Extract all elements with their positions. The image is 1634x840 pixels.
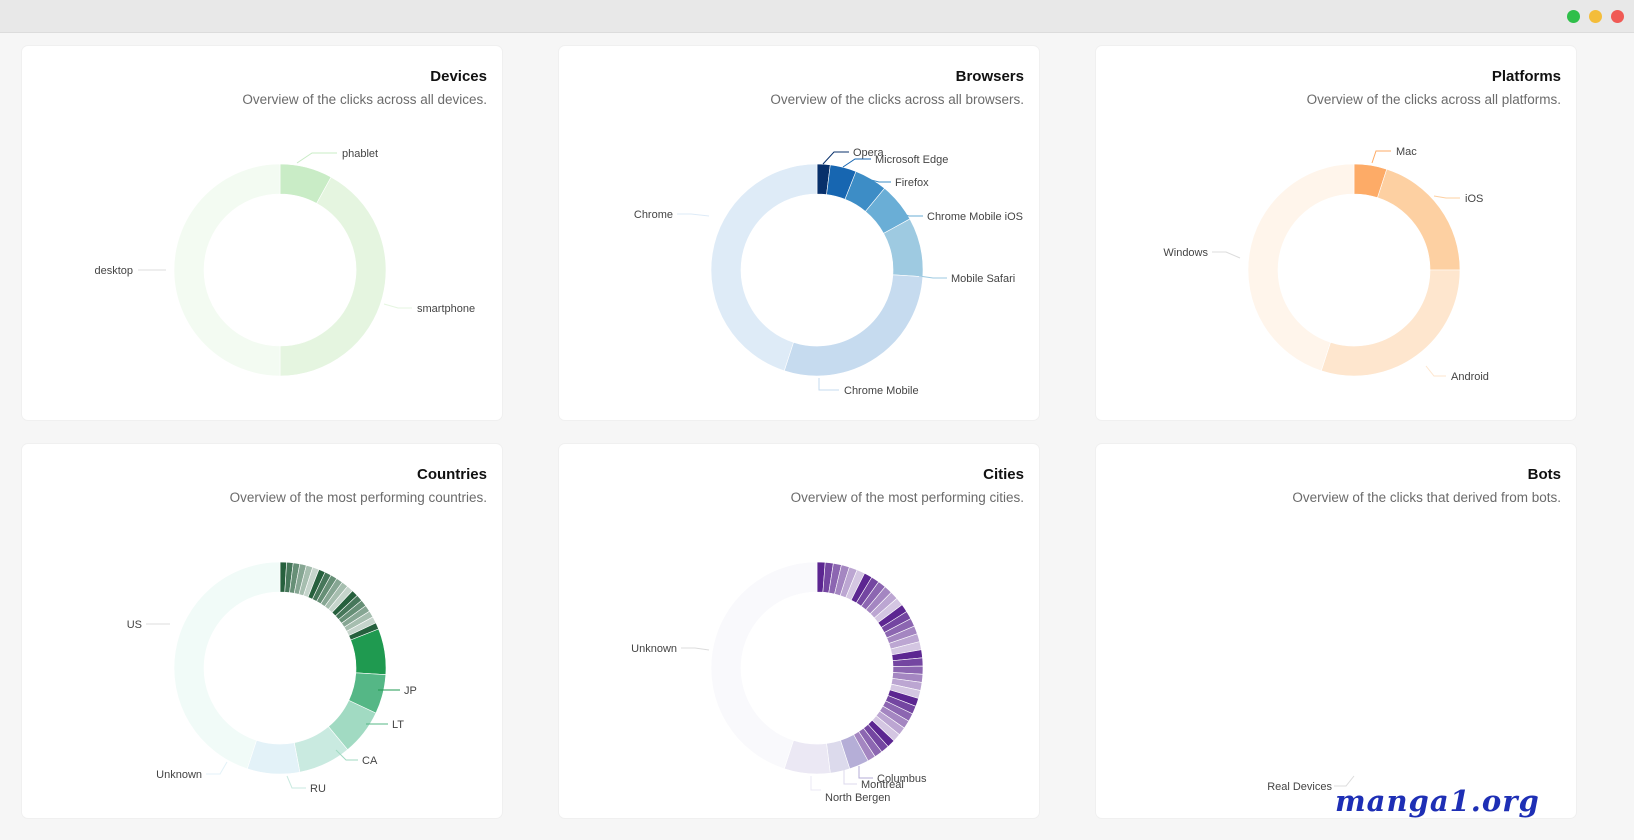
leader-line [1433, 195, 1460, 199]
slice-label: Firefox [895, 177, 929, 189]
leader-line [842, 158, 871, 168]
leader-line [858, 766, 873, 779]
watermark-text: manga1.org [1335, 784, 1540, 818]
leader-line [843, 770, 857, 785]
slice-desktop [173, 163, 281, 377]
bots-card: Bots Overview of the clicks that derived… [1096, 444, 1576, 818]
devices-donut-chart: phablet smartphone desktop [94, 148, 475, 377]
platforms-card: Platforms Overview of the clicks across … [1096, 46, 1576, 420]
leader-line [866, 178, 891, 183]
slice-label: Opera [853, 147, 884, 159]
card-title: Bots [1527, 466, 1561, 483]
slice-label: US [127, 619, 142, 631]
card-title: Browsers [955, 68, 1024, 85]
slice-windows [1247, 163, 1355, 372]
slice-label: Chrome Mobile [844, 385, 919, 397]
leader-line [677, 213, 710, 217]
devices-card: Devices Overview of the clicks across al… [22, 46, 502, 420]
leader-line [1371, 150, 1391, 164]
slice-label: Android [1451, 371, 1489, 383]
slice-label: Windows [1163, 247, 1208, 259]
slice-label: Real Devices [1267, 781, 1332, 793]
card-title: Devices [430, 68, 487, 85]
slice-smartphone [279, 176, 387, 377]
minimize-button[interactable] [1589, 10, 1602, 23]
slice-label: phablet [342, 148, 378, 160]
slice-label: LT [392, 719, 404, 731]
leader-line [818, 378, 839, 391]
close-button[interactable] [1611, 10, 1624, 23]
window-titlebar [0, 0, 1634, 33]
card-subtitle: Overview of the clicks across all platfo… [1306, 92, 1561, 107]
leader-line [335, 749, 358, 761]
leader-line [296, 152, 337, 164]
card-subtitle: Overview of the most performing cities. [790, 490, 1024, 505]
cities-card: Cities Overview of the most performing c… [559, 444, 1039, 818]
slice-label: Mobile Safari [951, 273, 1015, 285]
slice-label: CA [362, 755, 378, 767]
slice-label: Montreal [861, 779, 904, 791]
leader-line [810, 776, 821, 791]
card-subtitle: Overview of the most performing countrie… [229, 490, 487, 505]
slice-android [1320, 269, 1461, 377]
slice-label: Unknown [631, 643, 677, 655]
slice-label: Chrome Mobile iOS [927, 211, 1023, 223]
leader-line [286, 775, 306, 789]
slice-label: smartphone [417, 303, 475, 315]
leader-line [681, 647, 710, 651]
leader-line [918, 275, 947, 279]
card-subtitle: Overview of the clicks that derived from… [1292, 490, 1561, 505]
leader-line [383, 303, 412, 309]
leader-line [1212, 251, 1241, 259]
slice-label: Mac [1396, 146, 1417, 158]
card-subtitle: Overview of the clicks across all browse… [770, 92, 1024, 107]
countries-card: Countries Overview of the most performin… [22, 444, 502, 818]
slice-label: Chrome [634, 209, 673, 221]
slice-label: JP [404, 685, 417, 697]
slice-ios [1377, 168, 1461, 271]
card-title: Countries [416, 466, 487, 483]
leader-line [206, 761, 228, 775]
bots-donut-chart: Real Devices [1267, 562, 1355, 793]
card-subtitle: Overview of the clicks across all device… [242, 92, 487, 107]
countries-donut-chart: JP LT CA RU Unknown US [127, 561, 417, 795]
slice-label: iOS [1465, 193, 1483, 205]
card-title: Cities [983, 466, 1024, 483]
leader-line [822, 151, 849, 165]
leader-line [894, 210, 923, 217]
slice-label: Microsoft Edge [875, 154, 948, 166]
slice-label: Unknown [156, 769, 202, 781]
slice-unknown [710, 561, 818, 770]
slice-label: RU [310, 783, 326, 795]
slice-label: Columbus [877, 773, 927, 785]
card-title: Platforms [1491, 68, 1561, 85]
slice-us [173, 561, 281, 770]
browsers-card: Browsers Overview of the clicks across a… [559, 46, 1039, 420]
slice-label: desktop [94, 265, 133, 277]
leader-line [1334, 775, 1355, 787]
leader-line [1425, 365, 1446, 377]
maximize-button[interactable] [1567, 10, 1580, 23]
platforms-donut-chart: Mac iOS Android Windows [1163, 146, 1489, 383]
slice-chrome [710, 163, 818, 372]
slice-chrome-mobile [783, 274, 924, 377]
slice-label: North Bergen [825, 792, 890, 804]
